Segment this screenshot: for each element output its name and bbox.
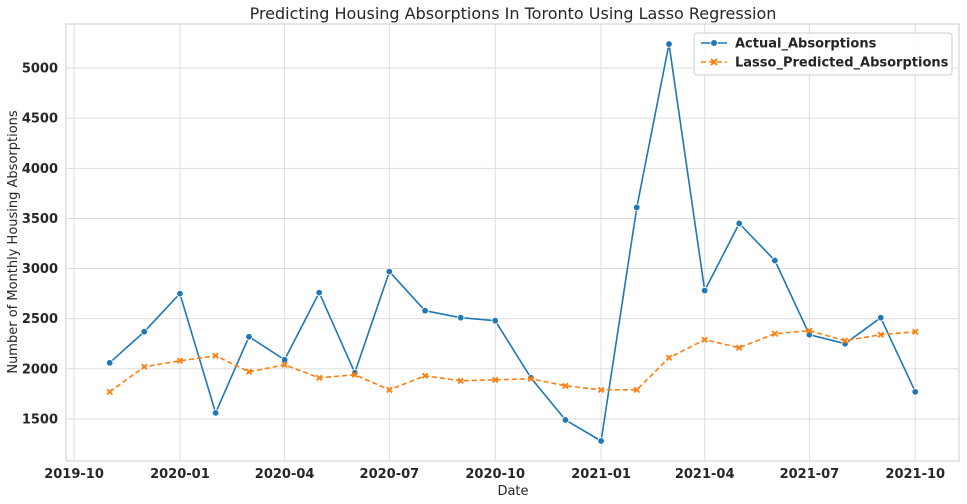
x-tick-label: 2021-04 (675, 467, 735, 482)
data-point (212, 352, 219, 359)
data-point (106, 359, 114, 367)
data-point (735, 219, 743, 228)
data-point (911, 388, 919, 396)
data-point (562, 382, 569, 390)
data-point (665, 354, 673, 362)
data-point (527, 375, 535, 383)
x-tick-label: 2021-01 (571, 467, 631, 482)
data-point (140, 328, 148, 336)
y-tick-label: 4000 (22, 162, 58, 177)
series-line-0 (109, 43, 917, 442)
data-point (877, 331, 884, 338)
x-tick-label: 2020-10 (465, 467, 525, 482)
data-point (315, 288, 323, 297)
data-point (315, 374, 323, 382)
x-tick-label: 2019-10 (44, 467, 104, 482)
y-tick-label: 3500 (22, 212, 58, 227)
data-point (877, 313, 885, 322)
y-tick-label: 4500 (22, 112, 58, 127)
data-point (700, 286, 709, 295)
data-point (211, 409, 220, 417)
data-point (176, 357, 184, 365)
data-point (735, 344, 743, 351)
legend-marker-predicted (710, 58, 718, 66)
series-lines (106, 40, 919, 445)
data-point (245, 368, 253, 376)
data-point (457, 313, 465, 322)
data-point (421, 372, 429, 380)
data-point (633, 386, 641, 394)
data-point (633, 203, 641, 212)
legend-box (693, 32, 953, 76)
data-point (771, 330, 779, 337)
x-tick-label: 2021-10 (885, 467, 945, 482)
legend-label-actual: Actual_Absorptions (735, 37, 877, 52)
legend-label-predicted: Lasso_Predicted_Absorptions (735, 56, 949, 71)
data-point (771, 256, 779, 265)
series-line-1 (109, 329, 916, 393)
data-point (106, 388, 113, 396)
data-point (806, 327, 813, 334)
y-axis-label: Number of Monthly Housing Absorptions (6, 110, 21, 374)
data-point (421, 306, 429, 315)
data-point (351, 371, 359, 379)
tick-labels: 1500 2000 2500 3000 3500 4000 4500 5000 2019-10 2… (22, 62, 945, 482)
grid-lines (66, 24, 959, 461)
data-point (665, 40, 673, 48)
data-point (280, 356, 289, 364)
x-axis-label: Date (497, 484, 528, 499)
data-point (912, 328, 919, 335)
data-point (386, 386, 393, 394)
legend-marker-actual (710, 39, 718, 47)
y-tick-label: 1500 (22, 412, 58, 427)
x-tick-label: 2020-01 (150, 467, 210, 482)
data-point (597, 386, 605, 394)
legend: Actual_Absorptions Lasso_Predicted_Absor… (693, 32, 953, 76)
data-point (561, 416, 570, 424)
data-point (176, 289, 184, 298)
data-point (385, 267, 394, 276)
data-point (841, 337, 849, 344)
data-point (491, 316, 499, 325)
y-tick-label: 2500 (22, 312, 58, 327)
y-tick-label: 5000 (22, 62, 58, 77)
y-tick-label: 3000 (22, 262, 58, 277)
data-point (141, 363, 148, 371)
x-tick-label: 2020-07 (360, 467, 420, 482)
data-point (492, 376, 499, 384)
data-point (457, 377, 464, 385)
chart-title: Predicting Housing Absorptions In Toront… (250, 4, 777, 23)
y-tick-label: 2000 (22, 362, 58, 377)
x-tick-label: 2020-04 (255, 467, 315, 482)
data-point (245, 333, 253, 341)
data-point (701, 336, 708, 343)
plot-area (65, 23, 960, 462)
x-tick-label: 2021-07 (780, 467, 840, 482)
data-point (281, 361, 288, 369)
data-point (597, 437, 605, 445)
